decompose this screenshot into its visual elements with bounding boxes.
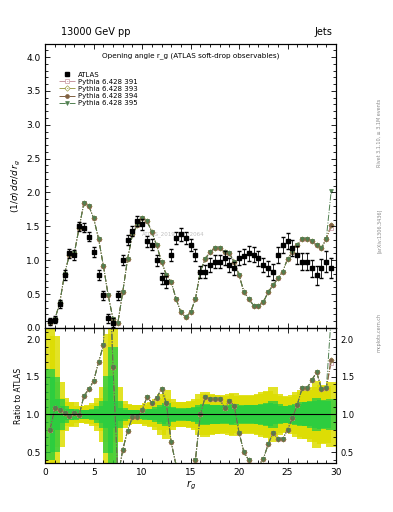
X-axis label: $r_g$: $r_g$ [185,479,196,492]
Text: Jets: Jets [314,27,332,37]
Y-axis label: Ratio to ATLAS: Ratio to ATLAS [14,368,23,424]
Text: Opening angle r_g (ATLAS soft-drop observables): Opening angle r_g (ATLAS soft-drop obser… [102,52,279,59]
Text: [arXiv:1306.3436]: [arXiv:1306.3436] [377,208,382,252]
Legend: ATLAS, Pythia 6.428 391, Pythia 6.428 393, Pythia 6.428 394, Pythia 6.428 395: ATLAS, Pythia 6.428 391, Pythia 6.428 39… [57,70,140,108]
Text: ATLAS_2019_I1772064: ATLAS_2019_I1772064 [142,231,204,237]
Y-axis label: $(1/\sigma)\,d\sigma/d\,r_g$: $(1/\sigma)\,d\sigma/d\,r_g$ [10,159,23,213]
Text: mcplots.cern.ch: mcplots.cern.ch [377,313,382,352]
Text: 13000 GeV pp: 13000 GeV pp [61,27,130,37]
Text: Rivet 3.1.10, ≥ 3.1M events: Rivet 3.1.10, ≥ 3.1M events [377,99,382,167]
